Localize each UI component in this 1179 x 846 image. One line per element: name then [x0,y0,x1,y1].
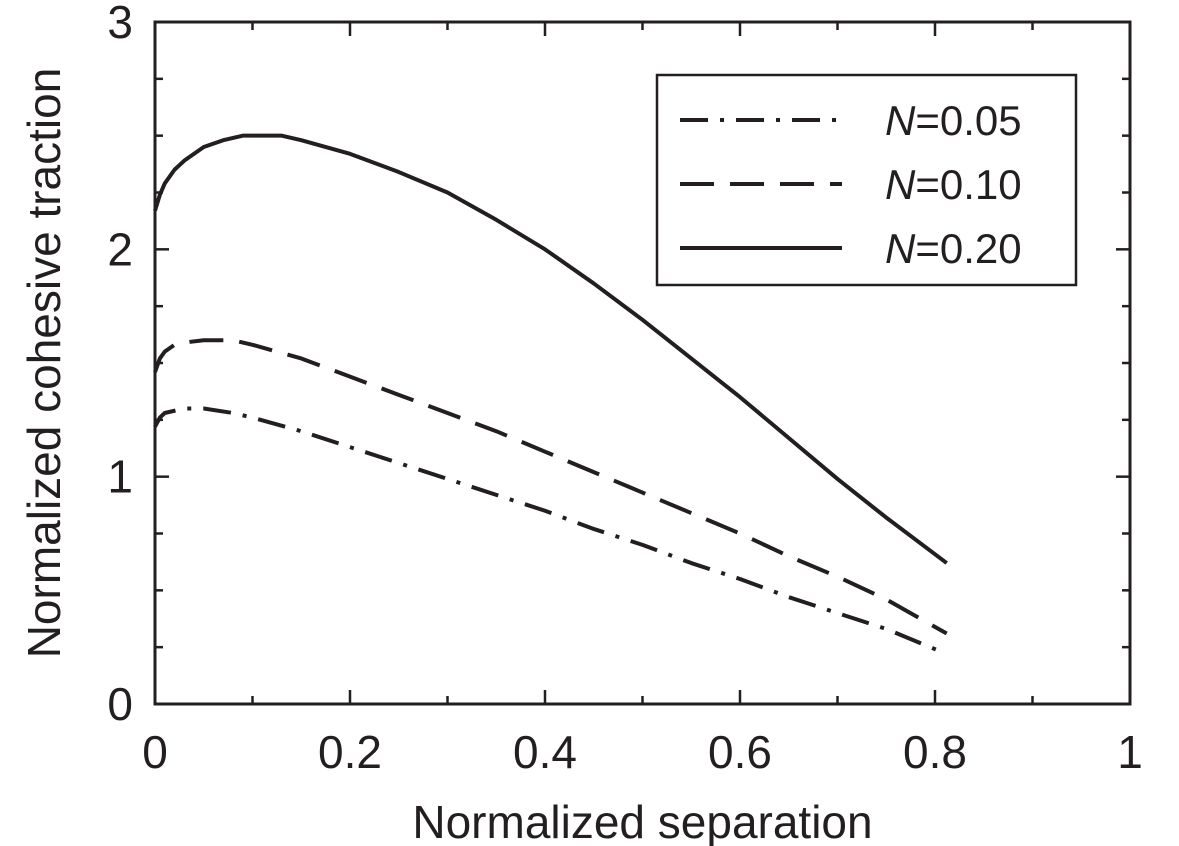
x-tick-label: 0.6 [708,726,772,778]
series-line-1 [153,406,948,656]
legend-label-2: N=0.10 [885,161,1022,208]
labels-layer: 0 0.2 0.4 0.6 0.8 1 0 1 2 3 [107,0,1142,778]
legend-n-symbol: N [885,97,916,144]
legend-label-3: N=0.20 [885,225,1022,272]
legend-value: =0.10 [915,161,1021,208]
series-line-3 [153,133,948,565]
series-layer [153,133,948,656]
legend-n-symbol: N [885,161,916,208]
legend: N=0.05N=0.10N=0.20 [655,73,1078,287]
y-tick-label: 0 [107,678,133,730]
x-axis-title: Normalized separation [412,796,872,846]
legend-label-1: N=0.05 [885,97,1022,144]
legend-n-symbol: N [885,225,916,272]
x-tick-label: 0.2 [318,726,382,778]
x-tick-label: 0 [142,726,168,778]
legend-value: =0.20 [915,225,1021,272]
x-tick-label: 0.8 [903,726,967,778]
x-tick-label: 0.4 [513,726,577,778]
plot-frame [153,20,1132,706]
y-axis-title: Normalized cohesive traction [18,68,70,659]
legend-value: =0.05 [915,97,1021,144]
y-tick-label: 2 [107,223,133,275]
y-tick-label: 1 [107,451,133,503]
x-tick-label: 1 [1117,726,1143,778]
y-tick-label: 3 [107,0,133,48]
series-line-2 [153,338,948,636]
